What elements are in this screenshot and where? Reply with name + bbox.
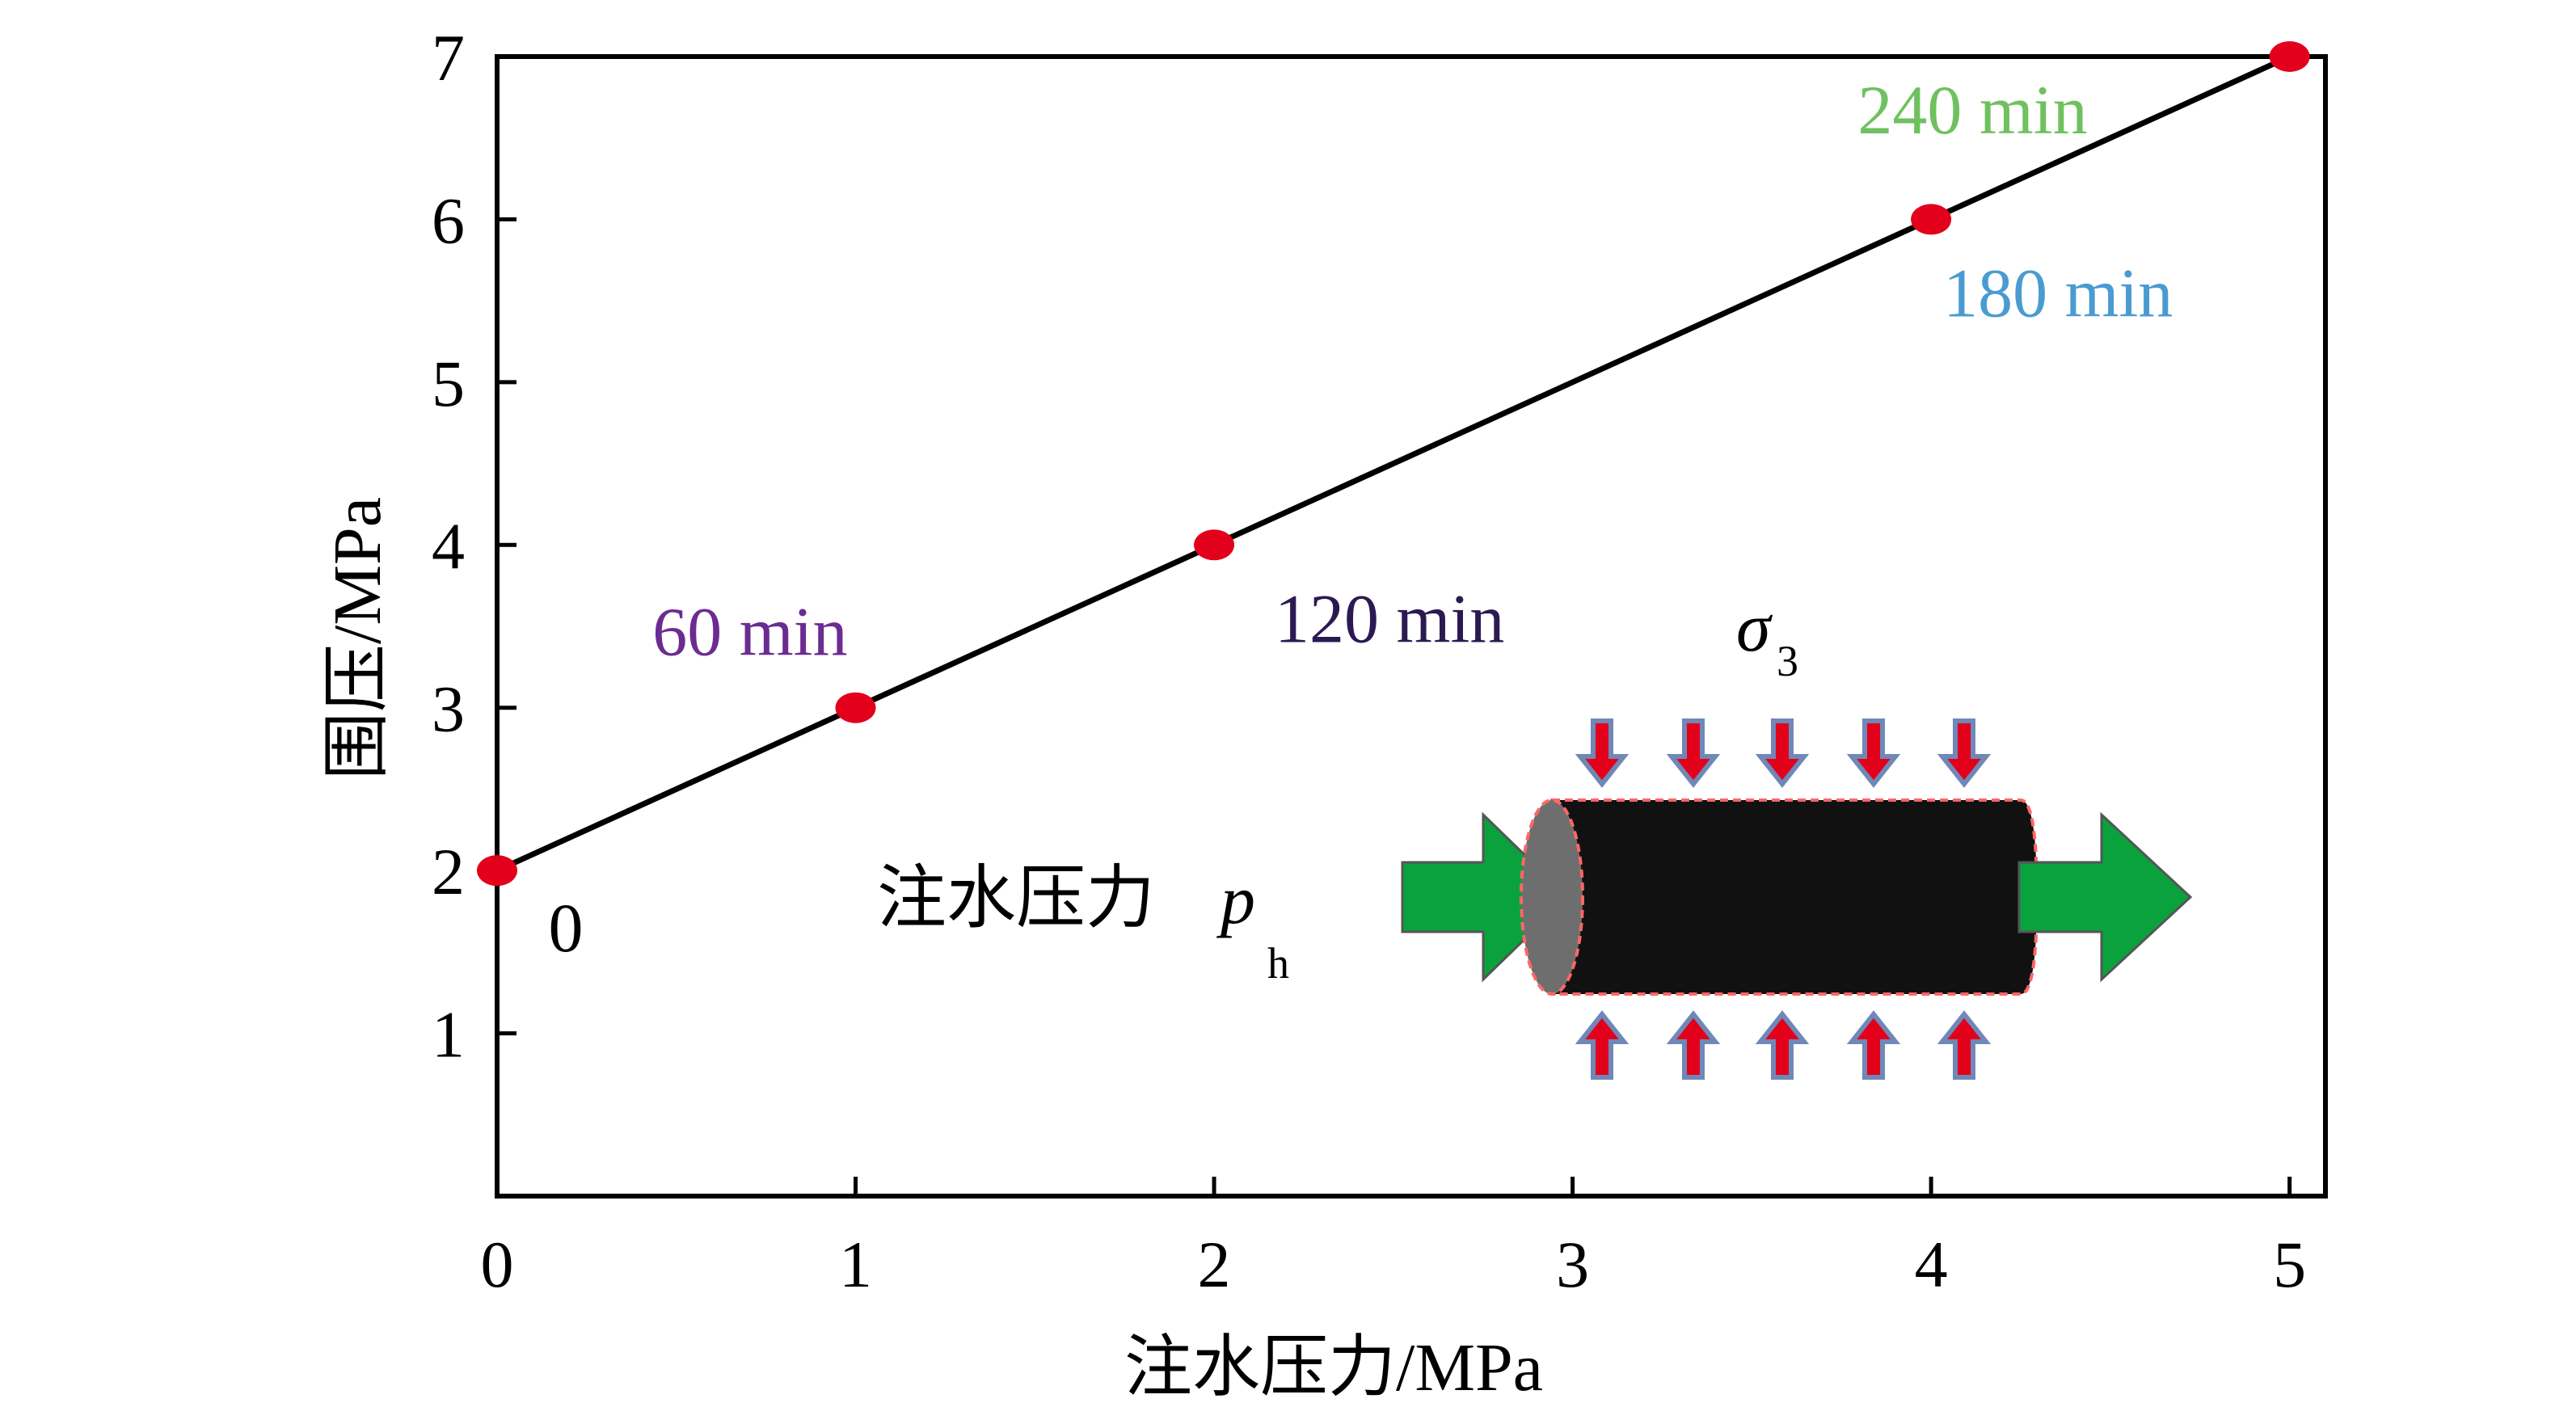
inlet-pressure-subscript: h [1267,939,1289,988]
point-label: 60 min [652,593,847,671]
point-label: 0 [549,889,584,967]
point-label: 180 min [1943,254,2173,331]
y-tick-label: 5 [432,347,465,420]
y-tick-label: 3 [432,672,465,746]
cylinder-inlet-face [1520,798,1584,996]
data-point [2269,41,2310,72]
cylinder-body [1550,798,2039,996]
top-stress-arrow [1755,718,1810,788]
bottom-stress-arrow [1846,1010,1901,1080]
y-tick-label: 1 [432,998,465,1072]
stress-subscript-label: 3 [1777,637,1798,685]
top-stress-arrows [1575,718,1992,788]
data-point [477,855,517,887]
data-point [1911,204,1952,235]
top-stress-arrow [1846,718,1901,788]
schematic-inset: σ 3 注水压力 p h [877,588,2193,1080]
x-axis-title: 注水压力/MPa [1124,1330,1543,1405]
plot-frame [495,54,2328,1199]
bottom-stress-arrow [1575,1010,1629,1080]
x-tick-label: 2 [1198,1228,1231,1301]
bottom-stress-arrows [1575,1010,1992,1080]
inlet-pressure-symbol: p [1216,861,1255,938]
point-label: 120 min [1275,579,1504,657]
y-tick-label: 7 [432,21,465,95]
x-tick-label: 1 [839,1228,872,1301]
x-tick-label: 4 [1915,1228,1948,1301]
top-stress-arrow [1937,718,1992,788]
x-tick-label: 5 [2273,1228,2306,1301]
top-stress-arrow [1575,718,1629,788]
stress-symbol-label: σ [1736,588,1773,666]
x-ticks: 0 1 2 3 4 5 [481,1177,2306,1301]
series-layer [477,41,2310,887]
bottom-stress-arrow [1666,1010,1721,1080]
y-tick-label: 6 [432,183,465,257]
data-point [835,692,876,723]
y-tick-label: 4 [432,509,465,583]
outlet-flow-arrow [2017,811,2193,983]
bottom-stress-arrow [1755,1010,1810,1080]
x-tick-label: 3 [1556,1228,1589,1301]
y-axis-title: 围压/MPa [320,497,395,780]
x-tick-label: 0 [481,1228,514,1301]
inlet-pressure-label: 注水压力 [877,859,1155,937]
bottom-stress-arrow [1937,1010,1992,1080]
top-stress-arrow [1666,718,1721,788]
point-label: 240 min [1857,71,2087,149]
point-label-layer: 0 60 min 120 min 180 min 240 min [549,71,2173,967]
data-point [1194,529,1235,561]
y-tick-label: 2 [432,835,465,908]
y-ticks: 1 2 3 4 5 6 7 [432,21,516,1072]
